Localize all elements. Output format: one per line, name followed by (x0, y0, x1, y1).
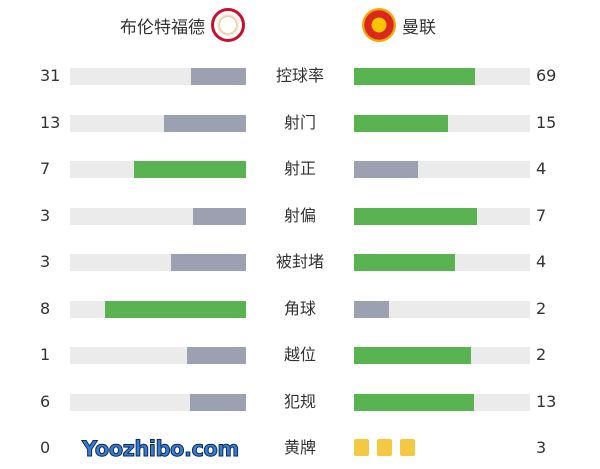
away-value: 3 (536, 438, 547, 457)
home-bar (105, 300, 246, 318)
home-value: 7 (40, 159, 51, 178)
home-value: 0 (40, 438, 51, 457)
home-bar-track (70, 207, 246, 225)
away-bar-track (354, 393, 530, 411)
home-bar-track (70, 347, 246, 364)
home-value: 3 (40, 205, 51, 225)
stat-label: 射正 (283, 159, 316, 178)
stat-label: 黄牌 (283, 438, 316, 457)
stat-label: 犯规 (283, 391, 316, 411)
away-bar-track (354, 254, 530, 271)
away-bar (354, 68, 476, 85)
stat-row: 3 被封堵 4 (0, 250, 600, 274)
yellow-card-icon (400, 439, 415, 456)
stat-row: 7 射正 4 (0, 157, 600, 181)
away-value: 69 (536, 66, 557, 85)
away-bar-track (354, 114, 530, 132)
stat-row: 31 控球率 69 (0, 64, 600, 88)
home-value: 31 (40, 66, 61, 85)
away-value: 2 (536, 345, 547, 364)
away-bar (354, 254, 455, 271)
away-bar (354, 161, 418, 178)
away-bar (354, 300, 390, 318)
away-value: 2 (536, 298, 547, 318)
yellow-cards (354, 439, 415, 456)
home-bar (170, 254, 246, 271)
stat-row: 13 射门 15 (0, 111, 600, 135)
watermark: Yoozhibo.com (82, 437, 240, 462)
stat-label: 射偏 (283, 205, 316, 225)
stat-row: 1 越位 2 (0, 343, 600, 367)
away-value: 7 (536, 205, 547, 225)
home-bar (187, 347, 246, 364)
away-team[interactable]: 曼联 (362, 8, 436, 42)
away-bar (354, 114, 449, 132)
yellow-card-icon (354, 439, 369, 456)
stat-label: 被封堵 (275, 252, 324, 271)
home-bar (164, 114, 246, 132)
home-team-name: 布伦特福德 (120, 17, 205, 38)
away-bar (354, 393, 475, 411)
away-value: 15 (536, 112, 557, 132)
home-bar (191, 68, 246, 85)
away-team-name: 曼联 (402, 17, 436, 38)
match-header: 布伦特福德 曼联 (0, 0, 600, 50)
stat-row: 8 角球 2 (0, 297, 600, 321)
stat-row-yellow-cards: 0 黄牌 3 (0, 436, 600, 460)
home-value: 1 (40, 345, 51, 364)
home-bar-track (70, 68, 246, 85)
home-bar-track (70, 393, 246, 411)
stat-label: 角球 (283, 298, 316, 318)
home-bar (193, 207, 246, 225)
home-value: 8 (40, 298, 51, 318)
yellow-card-icon (377, 439, 392, 456)
away-bar-track (354, 68, 530, 85)
away-bar (354, 347, 472, 364)
home-value: 6 (40, 391, 51, 411)
stat-row: 6 犯规 13 (0, 390, 600, 414)
brentford-logo-icon (211, 8, 245, 42)
away-bar (354, 207, 478, 225)
away-value: 13 (536, 391, 557, 411)
man-utd-logo-icon (362, 8, 396, 42)
away-bar-track (354, 207, 530, 225)
away-bar-track (354, 347, 530, 364)
home-team[interactable]: 布伦特福德 (120, 8, 245, 42)
away-bar-track (354, 300, 530, 318)
home-bar-track (70, 254, 246, 271)
home-bar (134, 161, 246, 178)
stat-row: 3 射偏 7 (0, 204, 600, 228)
home-bar (190, 393, 246, 411)
home-bar-track (70, 161, 246, 178)
away-value: 4 (536, 159, 547, 178)
home-value: 13 (40, 112, 61, 132)
stat-label: 越位 (283, 345, 316, 364)
home-bar-track (70, 300, 246, 318)
home-bar-track (70, 114, 246, 132)
away-value: 4 (536, 252, 547, 271)
stat-label: 控球率 (275, 66, 324, 85)
stat-label: 射门 (283, 112, 316, 132)
away-bar-track (354, 161, 530, 178)
home-value: 3 (40, 252, 51, 271)
